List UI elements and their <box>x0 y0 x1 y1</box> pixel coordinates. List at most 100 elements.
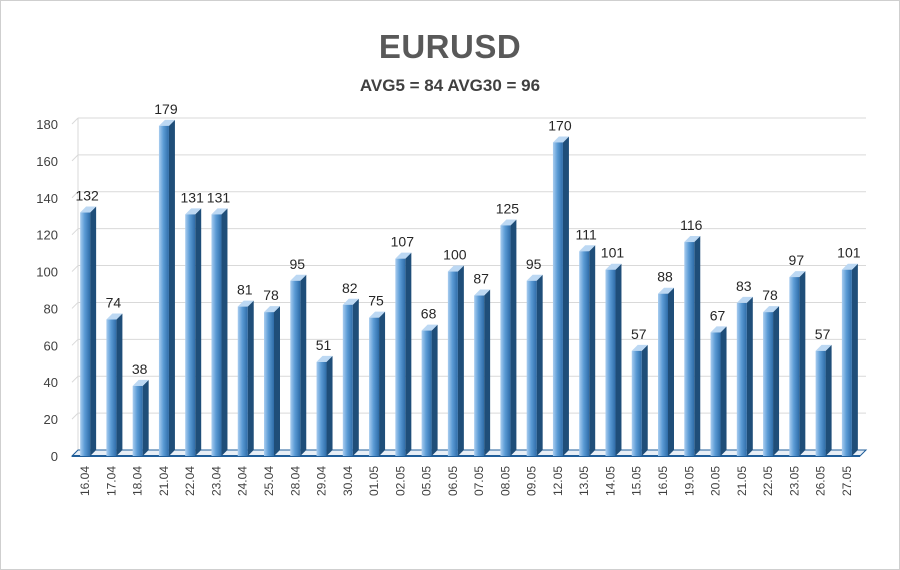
bar-side <box>90 206 97 456</box>
x-tick-label: 29.04 <box>315 466 329 496</box>
y-tick-label: 140 <box>36 191 58 206</box>
x-tick-label: 18.04 <box>131 466 145 496</box>
x-tick-label: 16.05 <box>656 466 670 496</box>
y-axis: 0 20 40 60 80 100 120 140 160 180 <box>36 117 58 464</box>
x-tick-label: 25.04 <box>262 466 276 496</box>
data-label: 87 <box>473 271 489 287</box>
bar-front <box>264 312 274 456</box>
bar-side <box>116 313 123 456</box>
data-label: 132 <box>75 188 99 204</box>
bars <box>80 119 858 456</box>
x-tick-label: 13.05 <box>577 466 591 496</box>
bar-top <box>552 136 569 143</box>
bar-top <box>290 274 307 281</box>
bar-side <box>641 344 648 456</box>
x-axis: 16.04 17.04 18.04 21.04 22.04 23.04 24.04 25.04… <box>78 466 854 496</box>
bar-side <box>326 355 333 456</box>
x-tick-label: 23.05 <box>787 466 801 496</box>
data-label: 57 <box>631 326 647 342</box>
data-label: 116 <box>680 217 703 233</box>
bar-front <box>684 242 695 456</box>
gridline-depth <box>71 338 79 346</box>
x-tick-label: 22.04 <box>183 466 197 496</box>
bar-front <box>316 361 327 456</box>
bar <box>474 289 491 456</box>
bar <box>631 344 648 456</box>
bar-top <box>106 313 123 320</box>
bar-front <box>211 214 222 456</box>
bar <box>710 326 727 456</box>
x-tick-label: 23.04 <box>209 466 223 496</box>
data-label: 57 <box>815 326 831 342</box>
bar-front <box>552 142 563 456</box>
bar-top <box>447 265 464 272</box>
bar-side <box>799 271 806 456</box>
y-tick-label: 120 <box>36 228 58 243</box>
gridline-depth <box>71 412 79 420</box>
data-label: 170 <box>548 117 572 133</box>
bar-top <box>579 245 596 252</box>
bar-front <box>447 271 458 456</box>
bar <box>132 379 149 456</box>
bar-top <box>684 236 701 243</box>
bar-side <box>484 289 491 456</box>
bar-side <box>221 208 228 456</box>
bar-top <box>474 289 491 296</box>
bar-top <box>763 306 780 313</box>
bar-side <box>352 298 359 456</box>
data-label: 82 <box>342 280 358 296</box>
data-label: 67 <box>710 307 726 323</box>
data-label: 107 <box>391 234 415 250</box>
bar-side <box>773 306 780 456</box>
bar-top <box>395 252 412 259</box>
data-label: 68 <box>421 306 437 322</box>
data-label: 111 <box>576 226 597 242</box>
bar-side <box>746 296 753 456</box>
bar <box>815 344 832 456</box>
x-tick-label: 12.05 <box>551 466 565 496</box>
bar <box>605 263 622 456</box>
bar-front <box>421 330 432 456</box>
bar-side <box>510 219 517 456</box>
x-tick-label: 22.05 <box>761 466 775 496</box>
bar <box>447 265 464 456</box>
x-tick-label: 14.05 <box>603 466 617 496</box>
bar-top <box>605 263 622 270</box>
data-label: 95 <box>289 256 305 272</box>
bar-top <box>342 298 359 305</box>
gridline-depth <box>71 154 79 162</box>
bar-top <box>526 274 543 281</box>
x-tick-label: 21.05 <box>735 466 749 496</box>
data-label: 131 <box>207 189 231 205</box>
x-tick-label: 19.05 <box>682 466 696 496</box>
bar <box>789 271 806 456</box>
bar-top <box>80 206 97 213</box>
data-label: 101 <box>837 245 861 261</box>
bar-front <box>736 302 747 456</box>
chart-subtitle: AVG5 = 84 AVG30 = 96 <box>359 76 541 95</box>
bar-top <box>211 208 228 215</box>
bar-front <box>789 277 800 456</box>
y-tick-label: 160 <box>36 154 58 169</box>
gridline-depth <box>71 117 79 125</box>
bar-side <box>300 274 307 456</box>
x-tick-label: 28.04 <box>288 466 302 496</box>
bar <box>185 208 202 456</box>
bar-top <box>500 219 517 226</box>
data-label: 125 <box>496 200 520 216</box>
bar-front <box>290 280 301 456</box>
bar <box>237 300 254 456</box>
bar-side <box>720 326 727 456</box>
bar-side <box>405 252 412 456</box>
x-tick-label: 05.05 <box>420 466 434 496</box>
x-tick-label: 01.05 <box>367 466 381 496</box>
data-label: 100 <box>443 247 467 263</box>
bar-top <box>369 311 386 318</box>
bar-side <box>142 379 149 456</box>
bar-front <box>342 304 353 456</box>
bar <box>763 306 780 456</box>
bar <box>841 263 858 456</box>
bar-side <box>668 287 674 456</box>
x-tick-label: 27.05 <box>840 466 854 496</box>
